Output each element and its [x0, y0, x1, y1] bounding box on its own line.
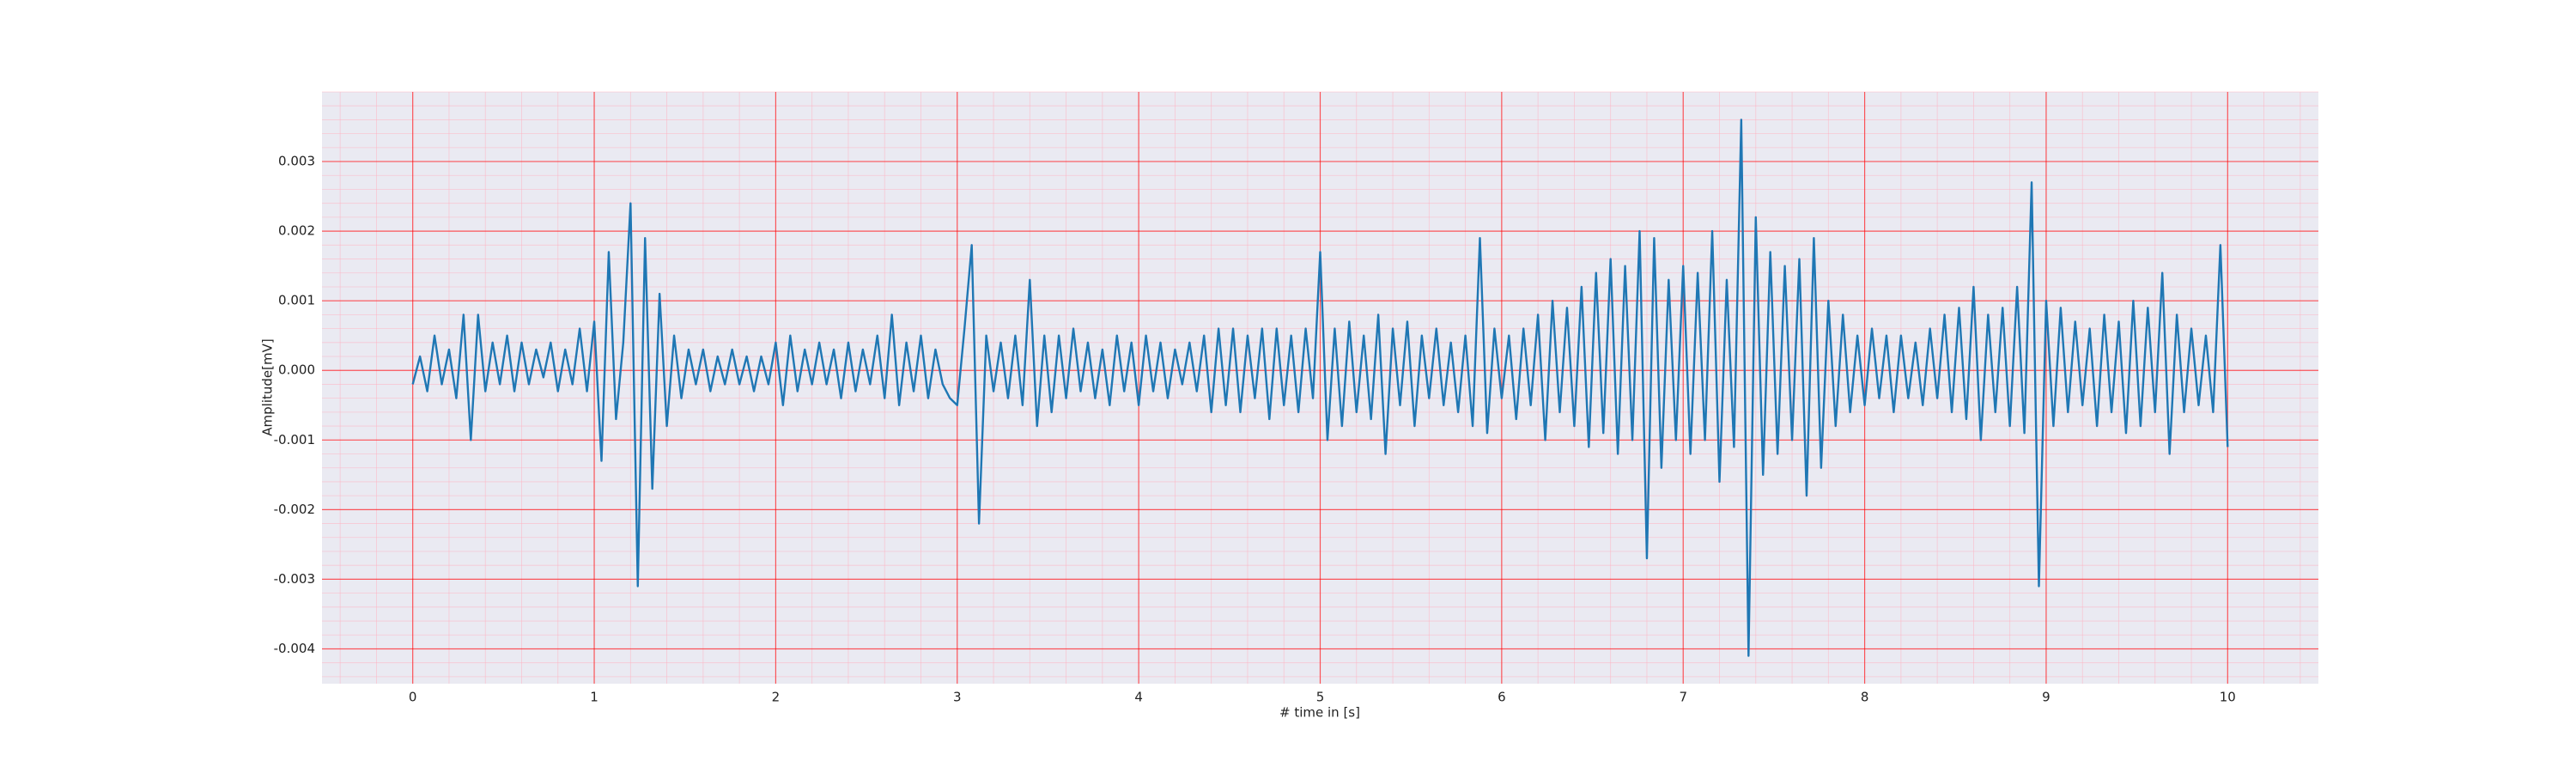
x-tick-label: 6 [1498, 690, 1506, 705]
x-tick-label: 0 [409, 690, 417, 705]
signal-line [411, 119, 2229, 657]
x-tick-label: 7 [1679, 690, 1687, 705]
x-axis-label: # time in [s] [1279, 705, 1360, 721]
y-axis-label: Amplitude[mV] [260, 338, 276, 435]
y-tick-label: -0.001 [274, 432, 315, 447]
marks [411, 119, 2229, 657]
y-tick-label: -0.002 [274, 502, 315, 517]
y-tick-label: -0.004 [274, 641, 315, 656]
y-tick-label: 0.000 [278, 362, 315, 378]
y-tick-label: -0.003 [274, 571, 315, 587]
x-tick-label: 1 [590, 690, 598, 705]
x-tick-label: 9 [2042, 690, 2050, 705]
grid [322, 91, 2318, 684]
y-tick-label: 0.001 [278, 293, 315, 308]
x-tick-label: 2 [772, 690, 781, 705]
x-tick-label: 4 [1134, 690, 1143, 705]
x-tick-label: 3 [953, 690, 962, 705]
x-tick-label: 5 [1316, 690, 1325, 705]
x-tick-label: 8 [1861, 690, 1869, 705]
y-tick-label: 0.003 [278, 154, 315, 169]
x-tick-label: 10 [2220, 690, 2236, 705]
y-tick-label: 0.002 [278, 223, 315, 239]
